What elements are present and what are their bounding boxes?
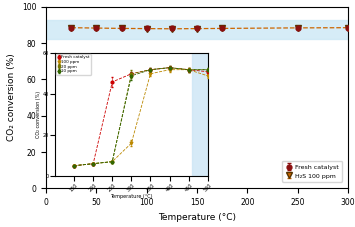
- X-axis label: Temperature (°C): Temperature (°C): [110, 194, 153, 199]
- Y-axis label: CO₂ conversion (%): CO₂ conversion (%): [7, 54, 16, 141]
- Y-axis label: CO₂ conversion (%): CO₂ conversion (%): [36, 91, 41, 138]
- X-axis label: Temperature (°C): Temperature (°C): [158, 213, 236, 222]
- Bar: [192, 53, 208, 176]
- Bar: [46, 20, 348, 39]
- Legend: Fresh catalyst, H₂S 100 ppm: Fresh catalyst, H₂S 100 ppm: [282, 161, 342, 182]
- Legend: Fresh catalyst, 100 ppm, 20 ppm, 10 ppm: Fresh catalyst, 100 ppm, 20 ppm, 10 ppm: [56, 54, 91, 74]
